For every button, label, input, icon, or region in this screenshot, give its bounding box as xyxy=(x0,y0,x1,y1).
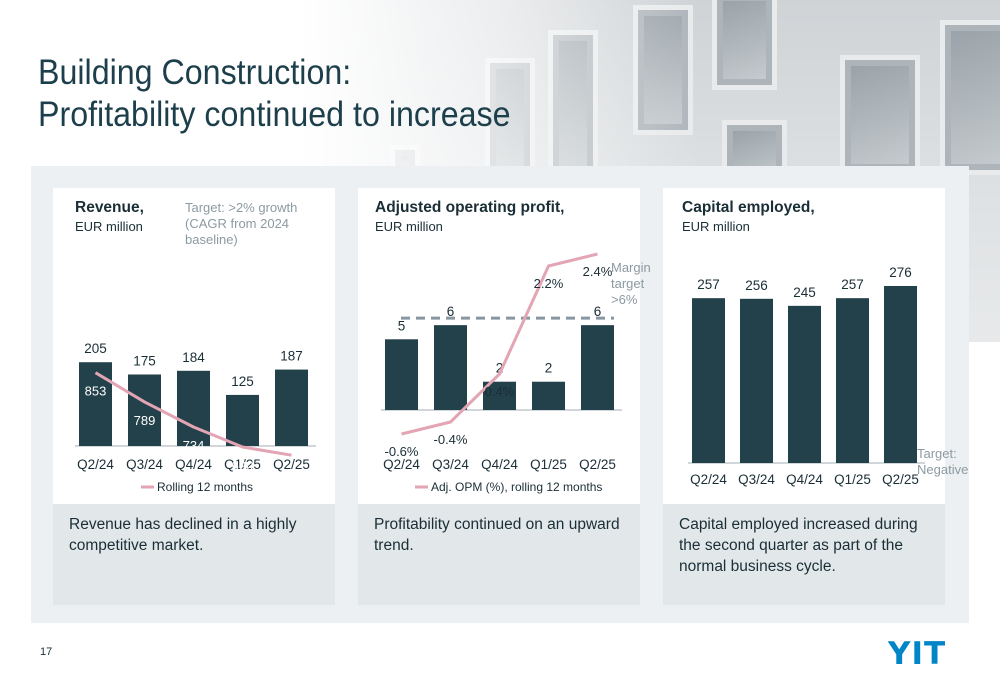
revenue-note: Revenue has declined in a highly competi… xyxy=(53,504,335,605)
bar-value-label: 2 xyxy=(496,361,504,376)
slide-title-line-2: Profitability continued to increase xyxy=(38,95,511,134)
bar-value-label: 5 xyxy=(398,318,406,333)
revenue-card-title: Revenue, xyxy=(75,199,144,216)
bar-value-label: 175 xyxy=(133,353,156,368)
bar xyxy=(788,305,821,463)
operating-profit-card-subtitle: EUR million xyxy=(375,219,443,234)
bar xyxy=(434,325,467,410)
bar-value-label: 187 xyxy=(280,349,303,364)
line-value-label: 2.2% xyxy=(534,276,564,291)
capital-employed-card: Capital employed, EUR million 257 Q2/24 25… xyxy=(663,188,945,504)
category-label: Q2/25 xyxy=(273,457,310,472)
margin-target-line-1: Margin xyxy=(611,260,651,275)
bar xyxy=(532,381,565,410)
line-value-label: 789 xyxy=(134,413,156,428)
operating-profit-note-text: Profitability continued on an upward tre… xyxy=(374,516,620,554)
operating-profit-card: Adjusted operating profit, EUR million M… xyxy=(358,188,651,504)
bar-value-label: 205 xyxy=(84,341,107,356)
slide-title-line-1: Building Construction: xyxy=(38,53,352,92)
category-label: Q2/24 xyxy=(690,472,727,487)
category-label: Q4/24 xyxy=(175,457,212,472)
yit-logo: YIT xyxy=(888,636,947,672)
category-label: Q2/25 xyxy=(579,457,616,472)
bar xyxy=(226,394,259,446)
bar-value-label: 257 xyxy=(841,277,864,292)
category-label: Q4/24 xyxy=(481,457,518,472)
page-number: 17 xyxy=(40,646,53,658)
line-value-label: 853 xyxy=(85,384,107,399)
bar-value-label: 125 xyxy=(231,374,254,389)
line-value-label: 690 xyxy=(232,458,254,473)
revenue-target-line-1: Target: >2% growth xyxy=(185,200,298,215)
bar-value-label: 184 xyxy=(182,350,205,365)
rolling-line xyxy=(94,371,292,457)
capital-employed-card-subtitle: EUR million xyxy=(682,219,750,234)
capital-target-line-1: Target: xyxy=(917,446,957,461)
revenue-card: Revenue, EUR million Target: >2% growth … xyxy=(53,188,335,504)
capital-target-line-2: Negative xyxy=(917,462,969,477)
revenue-target-line-2: (CAGR from 2024 baseline) xyxy=(185,216,290,247)
bar xyxy=(128,374,161,446)
line-value-label: 2.4% xyxy=(583,264,613,279)
operating-profit-card-title: Adjusted operating profit, xyxy=(375,199,565,216)
revenue-chart: 205 Q2/24 175 Q3/24 184 Q4/24 125 Q1/25 187 Q2/25… xyxy=(75,341,316,494)
bar xyxy=(275,369,308,446)
category-label: Q3/24 xyxy=(126,457,163,472)
legend-label: Rolling 12 months xyxy=(157,480,253,494)
rolling-line xyxy=(401,252,598,436)
bar xyxy=(884,285,917,463)
category-label: Q4/24 xyxy=(786,472,823,487)
line-value-label: 734 xyxy=(183,438,205,453)
bar xyxy=(692,298,725,463)
line-value-label: -0.6% xyxy=(385,444,419,459)
operating-profit-note: Profitability continued on an upward tre… xyxy=(358,504,640,605)
bar-value-label: 276 xyxy=(889,265,912,280)
revenue-card-subtitle: EUR million xyxy=(75,219,143,234)
bar xyxy=(836,298,869,463)
bar xyxy=(581,325,614,410)
bar-value-label: 256 xyxy=(745,278,768,293)
line-value-label: -0.4% xyxy=(434,432,468,447)
legend-label: Adj. OPM (%), rolling 12 months xyxy=(431,480,602,494)
bar-value-label: 2 xyxy=(545,361,553,376)
category-label: Q1/25 xyxy=(224,457,261,472)
bar-value-label: 6 xyxy=(594,304,602,319)
category-label: Q3/24 xyxy=(738,472,775,487)
bar-value-label: 257 xyxy=(697,277,720,292)
category-label: Q2/25 xyxy=(882,472,919,487)
operating-profit-chart: 5 Q2/24 6 Q3/24 2 Q4/24 2 Q1/25 6 Q2/25 -0.6% -0.4%… xyxy=(381,252,622,494)
margin-target-line-2: target xyxy=(611,276,645,291)
category-label: Q2/24 xyxy=(77,457,114,472)
revenue-target-text: Target: >2% growth (CAGR from 2024 basel… xyxy=(185,200,335,248)
bar xyxy=(177,370,210,446)
line-value-label: 0.4% xyxy=(485,384,515,399)
bar xyxy=(385,339,418,410)
bar xyxy=(740,298,773,463)
margin-target-text: Margin target >6% xyxy=(611,260,651,308)
capital-employed-target-text: Target: Negative xyxy=(917,446,968,478)
category-label: Q1/25 xyxy=(530,457,567,472)
capital-employed-note-text: Capital employed increased during the se… xyxy=(679,516,918,575)
capital-employed-card-title: Capital employed, xyxy=(682,199,815,216)
bar-value-label: 6 xyxy=(447,304,455,319)
line-value-label: 672 xyxy=(281,466,303,481)
revenue-note-text: Revenue has declined in a highly competi… xyxy=(69,516,297,554)
slide-title: Building Construction: Profitability con… xyxy=(38,52,511,136)
category-label: Q1/25 xyxy=(834,472,871,487)
category-label: Q2/24 xyxy=(383,457,420,472)
bar xyxy=(79,362,112,446)
capital-employed-chart: 257 Q2/24 256 Q3/24 245 Q4/24 257 Q1/25 276 Q2/25 xyxy=(688,265,925,487)
capital-employed-note: Capital employed increased during the se… xyxy=(663,504,945,605)
margin-target-line-3: >6% xyxy=(611,292,638,307)
category-label: Q3/24 xyxy=(432,457,469,472)
bar-value-label: 245 xyxy=(793,285,816,300)
